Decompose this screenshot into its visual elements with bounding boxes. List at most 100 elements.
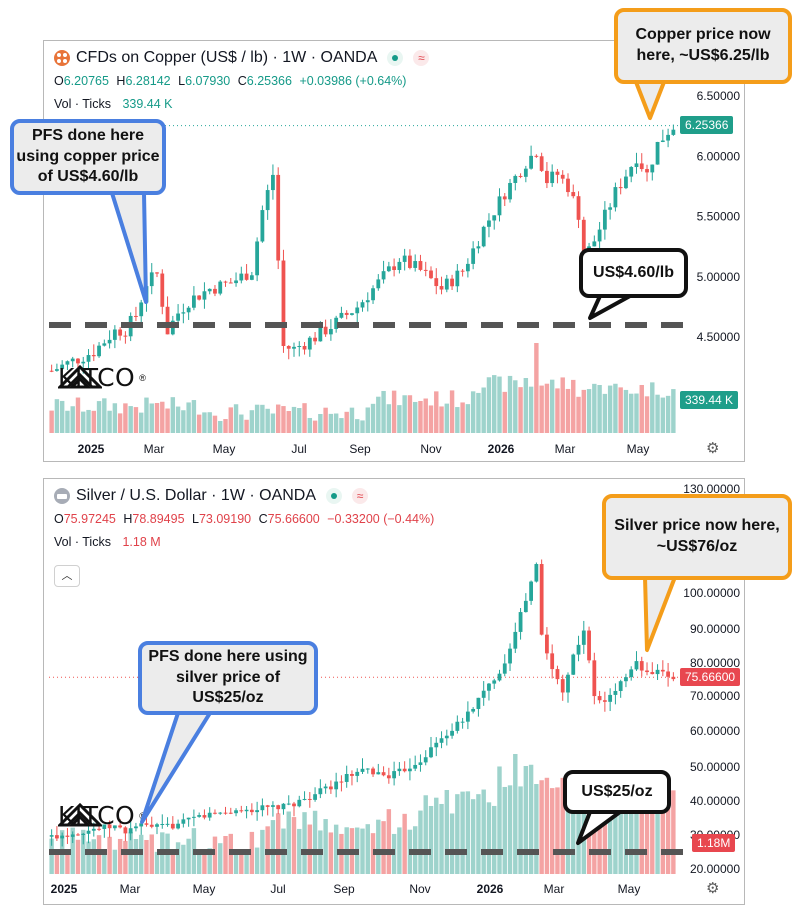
- volume-bar: [613, 383, 618, 433]
- y-axis-tick-label: 80.00000: [690, 656, 740, 670]
- volume-bar: [275, 813, 281, 874]
- candle-body: [155, 824, 159, 827]
- candle-body: [97, 345, 101, 357]
- candle-body: [471, 708, 476, 712]
- volume-bar: [233, 850, 239, 874]
- market-open-icon[interactable]: [387, 50, 404, 66]
- collapse-chevron-up-icon[interactable]: ︿: [54, 565, 80, 587]
- candle-body: [112, 329, 117, 340]
- volume-bar: [333, 824, 339, 874]
- volume-bar: [428, 405, 434, 433]
- volume-bar: [370, 403, 376, 433]
- candle-body: [660, 669, 665, 672]
- volume-bar: [355, 419, 360, 433]
- candle-body: [523, 168, 528, 177]
- candle-body: [418, 762, 423, 765]
- volume-bar: [671, 790, 676, 874]
- volume-bar: [655, 394, 660, 433]
- candle-body: [371, 768, 375, 775]
- volume-bar: [502, 391, 507, 433]
- y-axis-tick-label: 4.50000: [697, 330, 741, 344]
- candle-body: [439, 738, 444, 743]
- candle-body: [55, 835, 59, 839]
- silver-low: 73.09190: [198, 512, 252, 526]
- volume-bar: [492, 805, 497, 874]
- volume-bar: [455, 794, 460, 874]
- candle-body: [318, 788, 323, 795]
- candle-body: [255, 810, 260, 813]
- candle-body: [181, 819, 186, 824]
- market-open-icon[interactable]: [326, 488, 343, 504]
- candle-body: [360, 768, 365, 772]
- candle-body: [365, 300, 370, 303]
- candle-body: [397, 768, 402, 772]
- candle-body: [228, 282, 233, 284]
- volume-bar: [629, 393, 634, 433]
- candle-body: [260, 805, 265, 811]
- candle-body: [112, 825, 117, 829]
- candle-body: [513, 631, 518, 649]
- candle-body: [650, 672, 655, 675]
- candle-body: [571, 654, 576, 675]
- candle-body: [439, 286, 444, 290]
- copper-now-callout: Copper price now here, ~US$6.25/lb: [614, 8, 792, 84]
- volume-bar: [518, 387, 523, 433]
- y-axis-tick-label: 60.00000: [690, 724, 740, 738]
- silver-volume-row: Vol · Ticks 1.18 M: [54, 535, 161, 549]
- volume-bar: [302, 812, 307, 874]
- x-axis-tick-label: Sep: [333, 882, 355, 896]
- silver-ohlc: O75.97245 H78.89495 L73.09190 C75.66600 …: [54, 512, 435, 526]
- volume-bar: [544, 777, 550, 874]
- volume-bar: [318, 413, 323, 433]
- volume-bar: [312, 810, 318, 874]
- candle-body: [91, 828, 96, 831]
- copper-symbol-icon: [54, 50, 70, 66]
- kitco-logo-icon: [58, 364, 102, 389]
- volume-bar: [665, 805, 671, 874]
- volume-bar: [381, 390, 386, 433]
- candle-body: [223, 281, 228, 283]
- volume-bar: [481, 387, 486, 433]
- volume-bar: [634, 803, 639, 874]
- volume-bar: [102, 398, 107, 433]
- volume-bar: [254, 404, 260, 433]
- volume-bar: [539, 385, 544, 433]
- candle-body: [186, 817, 191, 820]
- candle-body: [518, 612, 523, 632]
- volume-bar: [170, 850, 176, 874]
- settings-gear-icon[interactable]: ⚙: [706, 440, 720, 457]
- volume-bar: [381, 821, 386, 874]
- volume-bar: [133, 839, 139, 874]
- volume-bar: [660, 397, 666, 433]
- volume-bar: [497, 376, 502, 433]
- volume-bar: [397, 827, 402, 874]
- volume-bar: [534, 343, 539, 433]
- candle-body: [102, 824, 107, 829]
- volume-bar: [581, 389, 587, 433]
- candle-body: [455, 270, 460, 287]
- silver-high: 78.89495: [132, 512, 185, 526]
- candle-body: [155, 272, 159, 274]
- wave-icon[interactable]: ≈: [413, 50, 430, 66]
- candle-body: [65, 835, 70, 837]
- volume-bar: [160, 401, 165, 433]
- candle-body: [186, 307, 191, 313]
- candle-body: [592, 241, 597, 247]
- candle-body: [476, 697, 481, 709]
- candle-body: [402, 768, 407, 772]
- silver-price-tag: 75.66600: [680, 668, 741, 686]
- candle-body: [645, 169, 649, 173]
- candle-body: [86, 830, 91, 834]
- candle-body: [170, 823, 175, 829]
- settings-gear-icon[interactable]: ⚙: [706, 880, 720, 897]
- candle-body: [666, 134, 670, 141]
- candle-body: [471, 248, 476, 264]
- copper-title-row: CFDs on Copper (US$ / lb) · 1W · OANDA ≈: [54, 49, 430, 67]
- candle-body: [197, 815, 202, 817]
- wave-icon[interactable]: ≈: [352, 488, 369, 504]
- y-axis-tick-label: 70.00000: [690, 689, 740, 703]
- volume-bar: [655, 797, 660, 874]
- volume-bar: [576, 396, 581, 433]
- volume-bar: [428, 805, 434, 874]
- candle-body: [365, 768, 370, 770]
